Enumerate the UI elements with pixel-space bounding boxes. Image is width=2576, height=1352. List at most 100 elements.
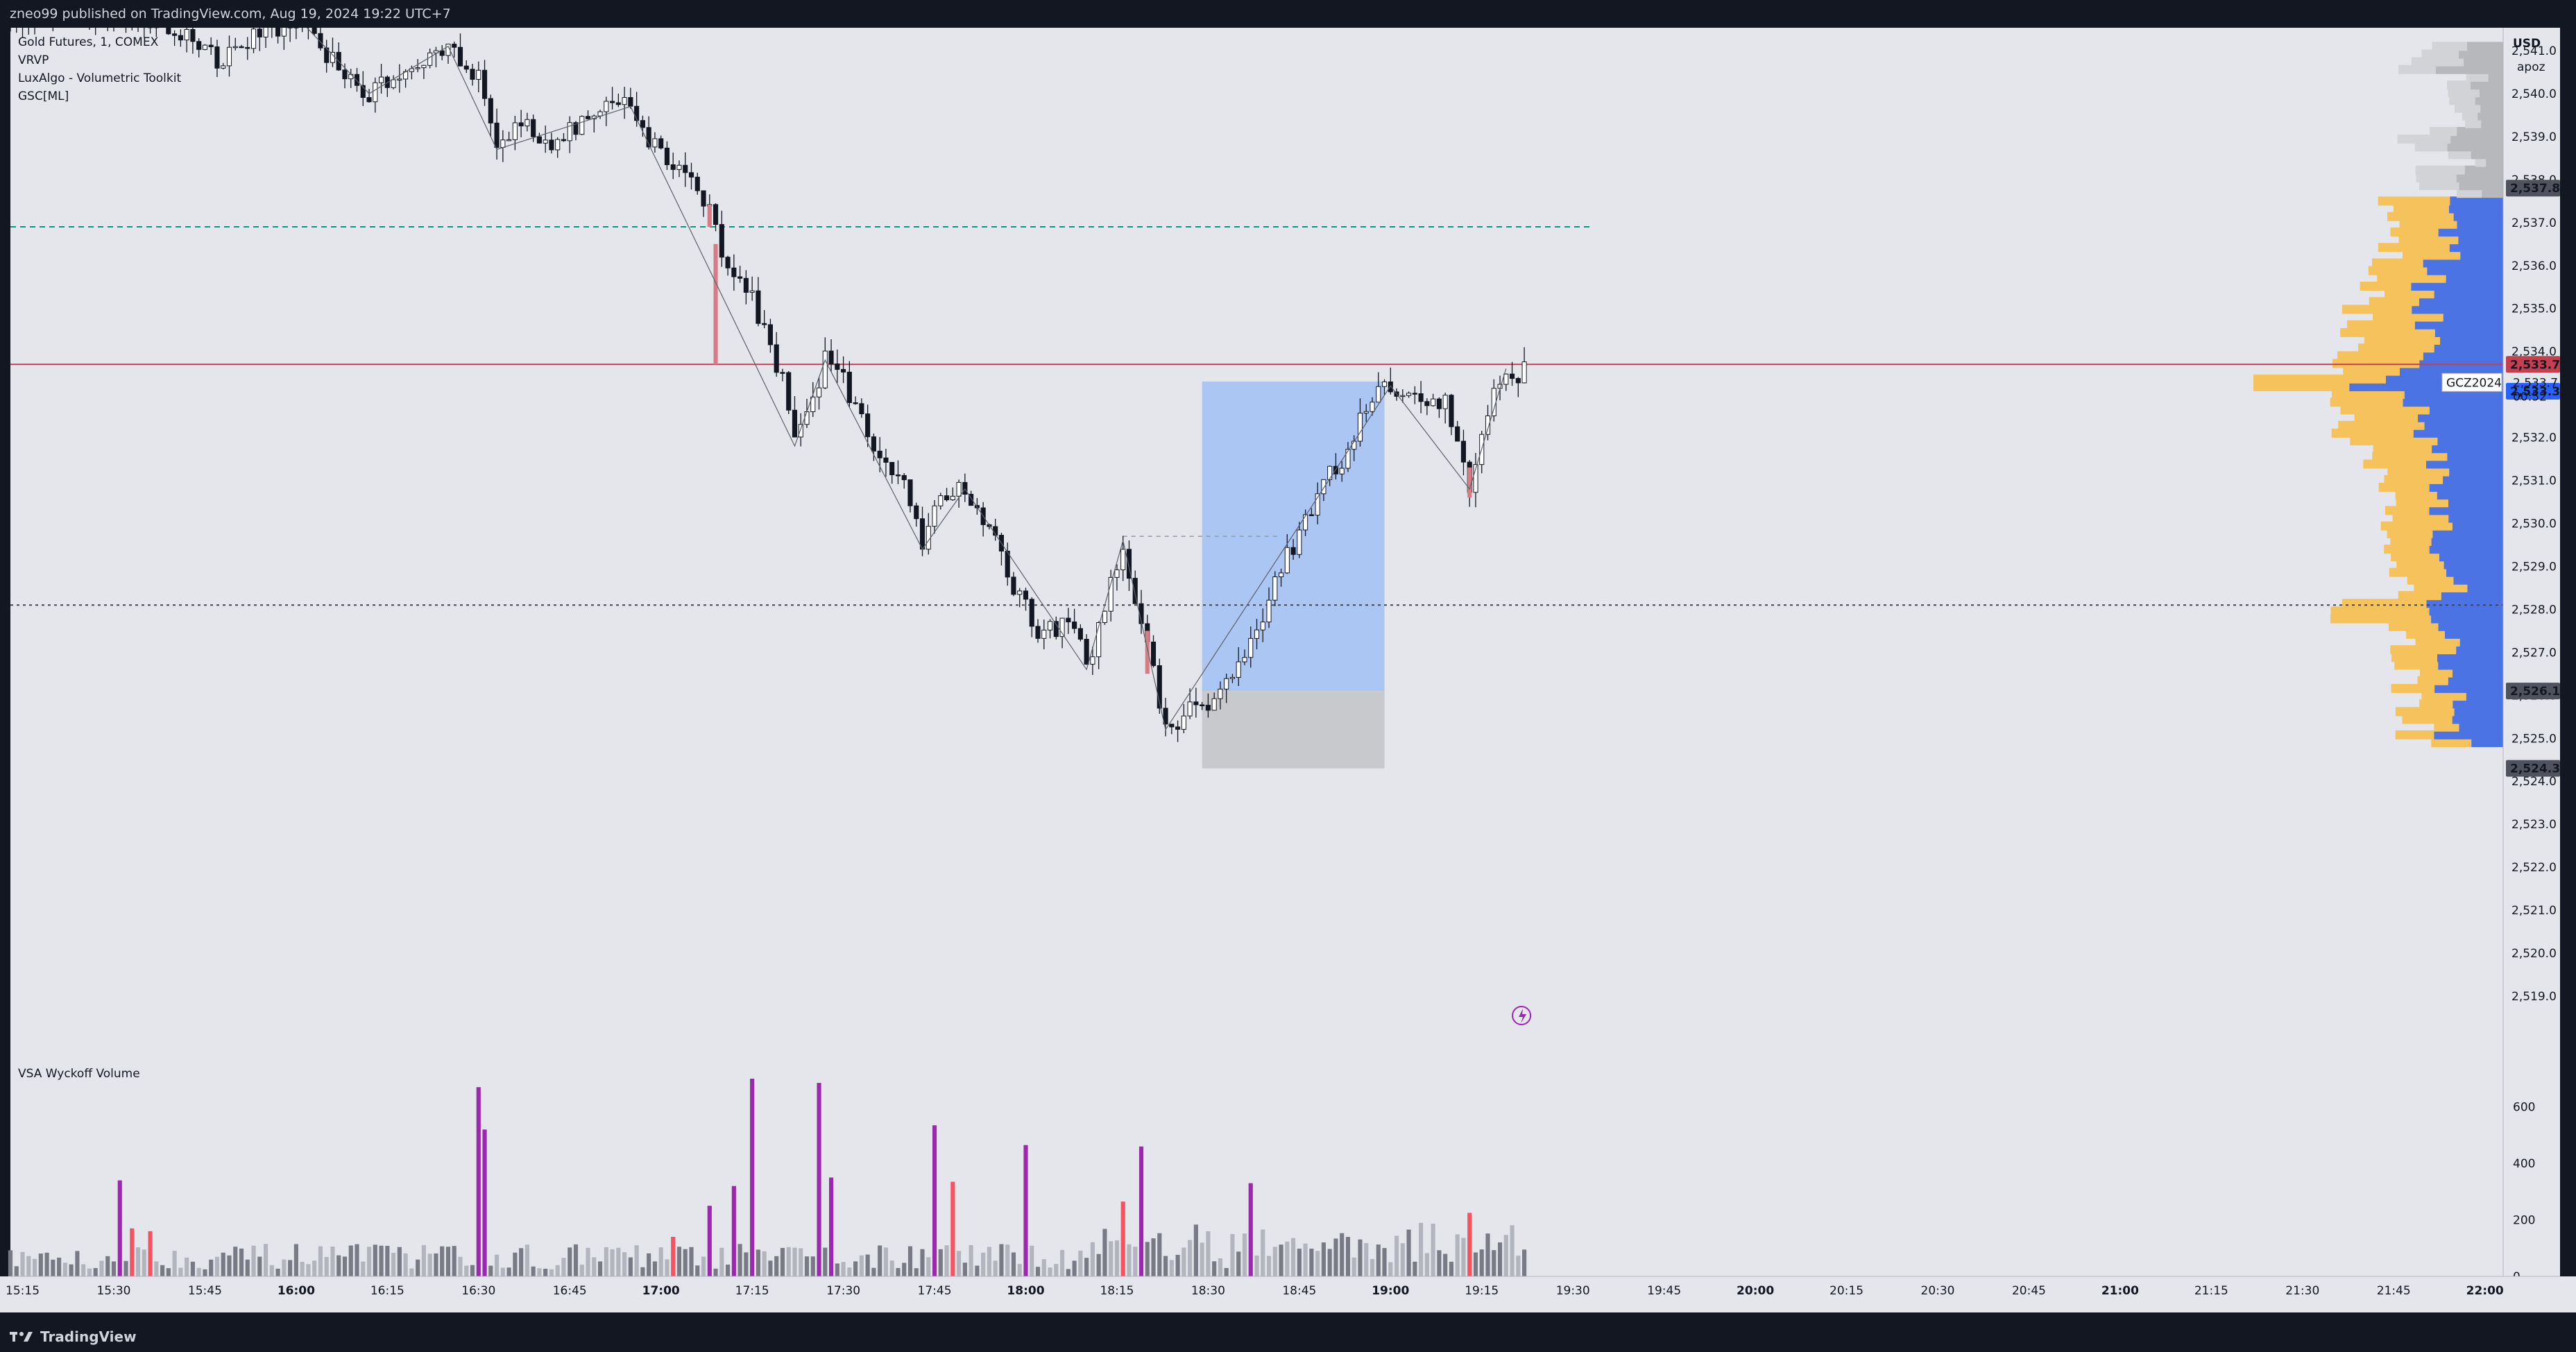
candle-body[interactable] bbox=[688, 172, 694, 178]
candle-body[interactable] bbox=[1084, 638, 1089, 665]
candle-body[interactable] bbox=[895, 474, 901, 477]
candle-body[interactable] bbox=[281, 28, 287, 37]
candle-body[interactable] bbox=[1248, 638, 1254, 658]
candle-body[interactable] bbox=[1357, 413, 1363, 442]
candle-body[interactable] bbox=[969, 493, 974, 506]
candle-body[interactable] bbox=[810, 396, 816, 413]
candle-body[interactable] bbox=[1005, 550, 1010, 578]
candle-body[interactable] bbox=[360, 85, 366, 99]
candle-body[interactable] bbox=[567, 122, 572, 142]
candle-body[interactable] bbox=[828, 350, 834, 365]
candle-body[interactable] bbox=[585, 116, 591, 119]
candle-body[interactable] bbox=[1455, 426, 1460, 442]
candle-body[interactable] bbox=[774, 344, 779, 373]
candle-body[interactable] bbox=[1175, 726, 1181, 730]
candle-body[interactable] bbox=[743, 277, 749, 293]
candle-body[interactable] bbox=[938, 495, 944, 506]
candle-body[interactable] bbox=[792, 409, 798, 438]
candle-body[interactable] bbox=[610, 101, 615, 103]
candle-body[interactable] bbox=[798, 424, 803, 438]
candle-body[interactable] bbox=[1491, 388, 1496, 416]
candle-body[interactable] bbox=[822, 350, 828, 388]
candle-body[interactable] bbox=[1418, 393, 1424, 402]
candle-body[interactable] bbox=[275, 28, 281, 37]
candle-body[interactable] bbox=[1066, 617, 1071, 623]
candle-body[interactable] bbox=[719, 224, 724, 258]
candle-body[interactable] bbox=[1266, 599, 1272, 623]
candle-body[interactable] bbox=[214, 46, 220, 69]
candle-body[interactable] bbox=[1424, 401, 1430, 407]
candle-body[interactable] bbox=[932, 505, 937, 527]
candle-body[interactable] bbox=[1381, 382, 1388, 387]
candle-body[interactable] bbox=[1436, 398, 1442, 409]
candle-body[interactable] bbox=[762, 323, 767, 325]
candle-body[interactable] bbox=[1242, 657, 1247, 662]
candle-body[interactable] bbox=[1053, 621, 1059, 638]
candle-body[interactable] bbox=[1412, 393, 1417, 395]
candle-body[interactable] bbox=[1047, 621, 1053, 631]
candle-body[interactable] bbox=[670, 164, 676, 170]
candle-body[interactable] bbox=[250, 28, 257, 49]
candle-body[interactable] bbox=[573, 122, 579, 135]
candle-body[interactable] bbox=[804, 411, 810, 425]
candle-body[interactable] bbox=[1126, 549, 1132, 579]
candle-body[interactable] bbox=[543, 139, 548, 144]
candle-body[interactable] bbox=[1327, 465, 1333, 480]
candle-body[interactable] bbox=[232, 46, 238, 49]
candle-body[interactable] bbox=[652, 138, 658, 148]
candle-body[interactable] bbox=[1315, 493, 1320, 516]
candle-body[interactable] bbox=[1120, 549, 1126, 570]
candle-body[interactable] bbox=[1096, 622, 1102, 658]
candle-body[interactable] bbox=[452, 44, 457, 48]
candle-body[interactable] bbox=[1077, 628, 1083, 640]
candle-body[interactable] bbox=[1278, 572, 1284, 578]
candle-body[interactable] bbox=[172, 33, 178, 36]
candle-body[interactable] bbox=[907, 479, 913, 506]
candle-body[interactable] bbox=[1400, 395, 1406, 397]
candle-body[interactable] bbox=[1224, 678, 1229, 690]
lightning-icon[interactable] bbox=[1512, 1006, 1532, 1025]
candle-body[interactable] bbox=[889, 461, 895, 476]
candle-body[interactable] bbox=[1515, 378, 1521, 384]
candle-body[interactable] bbox=[1297, 529, 1302, 555]
candle-body[interactable] bbox=[354, 74, 360, 86]
candle-body[interactable] bbox=[481, 69, 488, 99]
candle-body[interactable] bbox=[433, 50, 439, 53]
candle-body[interactable] bbox=[245, 46, 250, 49]
candle-body[interactable] bbox=[1041, 629, 1047, 639]
candle-body[interactable] bbox=[427, 52, 433, 66]
symbol-legend[interactable]: Gold Futures, 1, COMEX bbox=[18, 35, 159, 49]
candle-body[interactable] bbox=[865, 413, 871, 438]
candle-body[interactable] bbox=[1460, 440, 1467, 463]
candle-body[interactable] bbox=[1163, 708, 1168, 725]
candle-body[interactable] bbox=[318, 33, 323, 49]
candle-body[interactable] bbox=[1169, 724, 1175, 728]
candle-body[interactable] bbox=[786, 372, 792, 411]
candle-body[interactable] bbox=[518, 122, 524, 127]
candle-body[interactable] bbox=[1272, 576, 1278, 601]
chart-canvas[interactable]: Gold Futures, 1, COMEX VRVP LuxAlgo - Volu… bbox=[0, 28, 2576, 1321]
candle-body[interactable] bbox=[676, 164, 682, 170]
candle-body-highlight[interactable] bbox=[1467, 467, 1472, 498]
candle-body[interactable] bbox=[226, 46, 232, 67]
indicator-legend-item[interactable]: GSC[ML] bbox=[18, 89, 69, 103]
candle-body[interactable] bbox=[756, 290, 761, 324]
candle-body[interactable] bbox=[901, 474, 907, 481]
price-axis[interactable]: 2,541.02,540.02,539.02,538.02,537.02,536… bbox=[2441, 28, 2560, 1285]
candle-body[interactable] bbox=[1090, 656, 1095, 665]
candle-body[interactable] bbox=[1503, 373, 1509, 385]
candle-body[interactable] bbox=[914, 505, 919, 520]
tradingview-logo[interactable]: TradingView bbox=[10, 1328, 137, 1345]
candle-body[interactable] bbox=[950, 495, 955, 501]
candle-body-highlight[interactable] bbox=[707, 205, 712, 227]
candle-body[interactable] bbox=[816, 387, 822, 397]
candle-body[interactable] bbox=[312, 28, 317, 34]
candle-body[interactable] bbox=[877, 450, 882, 459]
indicator-legend-item[interactable]: VRVP bbox=[18, 53, 49, 67]
candle-body[interactable] bbox=[445, 44, 451, 56]
candle-body[interactable] bbox=[208, 44, 214, 47]
candle-body[interactable] bbox=[463, 65, 469, 70]
candle-body-highlight[interactable] bbox=[1145, 631, 1150, 674]
candle-body[interactable] bbox=[1509, 373, 1515, 379]
candle-body[interactable] bbox=[622, 97, 627, 105]
